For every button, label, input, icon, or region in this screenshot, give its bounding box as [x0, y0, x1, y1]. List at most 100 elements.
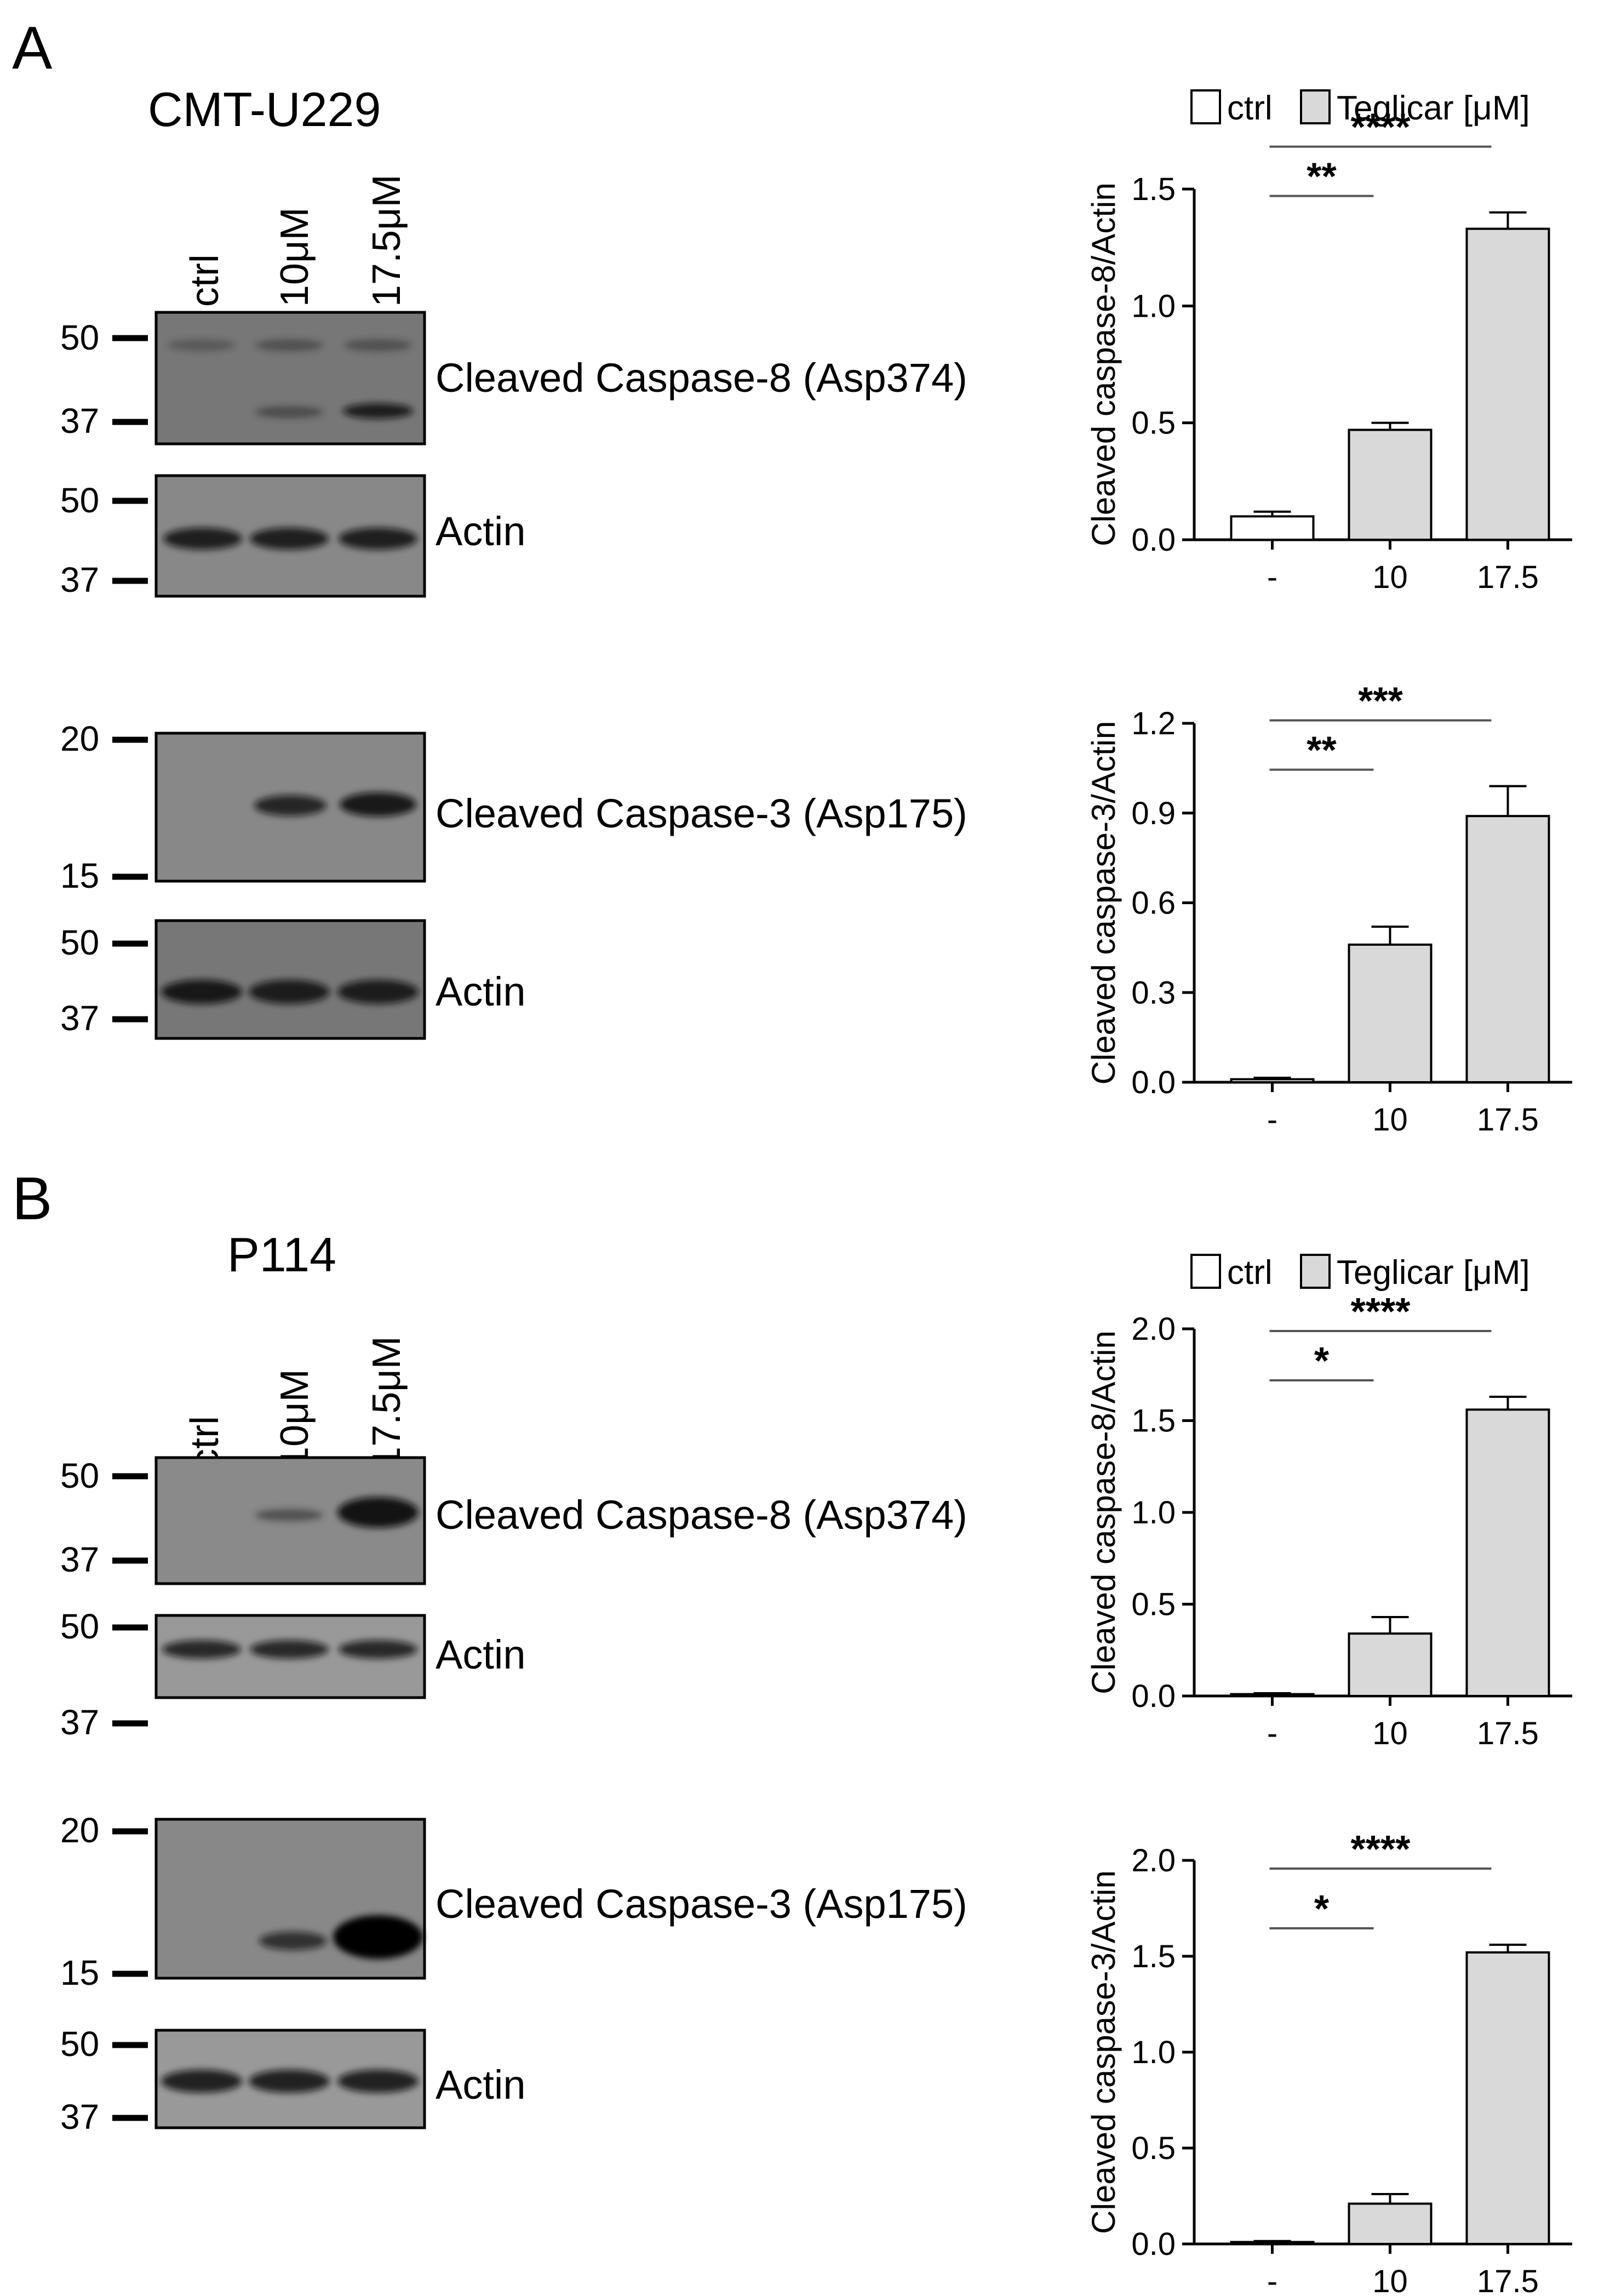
- legend-label-teglicar: Teglicar [μM]: [1337, 1254, 1530, 1292]
- blot-bands: [259, 1915, 423, 1959]
- mw-marker-50: 50: [60, 923, 99, 962]
- band-lane-3: [337, 1497, 419, 1528]
- mw-marker-37: 37: [60, 560, 99, 599]
- bar--: [1230, 515, 1315, 541]
- lane-label-17-b: 17.5μM: [365, 1336, 409, 1469]
- legend-swatch-teglicar: [1300, 89, 1331, 124]
- mw-marker-50: 50: [60, 2024, 99, 2064]
- x-tick-label: -: [1267, 1102, 1277, 1138]
- band-lane-3b: [343, 403, 413, 419]
- band-lane-3: [339, 528, 417, 550]
- bar--: [1230, 1078, 1315, 1083]
- y-tick-label: 0.6: [1131, 886, 1176, 921]
- legend-swatch-teglicar: [1300, 1254, 1331, 1289]
- y-tick-label: 1.5: [1131, 172, 1176, 207]
- chart-2: 0.0 0.3 0.6 0.9 1.2 Cleaved caspase-3/Actin - 1…: [1085, 679, 1572, 1138]
- legend-a: ctrl Teglicar [μM]: [1190, 89, 1530, 127]
- y-tick-label: 0.3: [1131, 975, 1176, 1010]
- blot-label: Actin: [436, 1632, 526, 1677]
- blot-a-actin-1: 50 37 Actin: [60, 474, 526, 599]
- panel-b: B P114 ctrl 10μM 17.5μM 50 37 Cleaved Ca…: [12, 1165, 1530, 2137]
- blot-bands: [254, 792, 416, 816]
- band-lane-2: [255, 339, 323, 351]
- legend-label-teglicar: Teglicar [μM]: [1337, 89, 1530, 127]
- x-tick-label: 17.5: [1477, 559, 1539, 595]
- y-tick-label: 0.5: [1131, 2131, 1176, 2166]
- y-tick-label: 1.5: [1131, 1939, 1176, 1974]
- cell-line-title-a: CMT-U229: [148, 82, 381, 136]
- significance-label: *: [1314, 1887, 1330, 1930]
- band-lane-1: [168, 339, 236, 351]
- x-tick-label: 17.5: [1477, 1716, 1539, 1751]
- bar-17-5: [1465, 227, 1550, 541]
- band-lane-3: [337, 980, 419, 1004]
- band-lane-1: [162, 1640, 241, 1659]
- panel-a: A CMT-U229 ctrl 10μM 17.5μM 50 37 Cleave…: [12, 14, 1530, 1040]
- significance-label: ****: [1351, 106, 1411, 149]
- y-axis-label: Cleaved caspase-8/Actin: [1085, 1330, 1122, 1694]
- blot-bands: [255, 1497, 419, 1528]
- mw-marker-20: 20: [60, 719, 99, 758]
- band-lane-3: [339, 1640, 417, 1659]
- legend-label-ctrl: ctrl: [1227, 89, 1273, 127]
- significance-label: *: [1314, 1339, 1330, 1382]
- band-lane-3: [340, 792, 416, 816]
- lane-label-ctrl-a: ctrl: [183, 254, 227, 307]
- bar-17-5: [1465, 1951, 1550, 2245]
- y-tick-label: 0.0: [1131, 1065, 1176, 1100]
- mw-marker-15: 15: [60, 1953, 99, 1992]
- legend-b: ctrl Teglicar [μM]: [1190, 1254, 1530, 1292]
- blot-bands: [162, 1640, 417, 1659]
- band-lane-2: [249, 2070, 330, 2093]
- blot-label: Actin: [436, 2062, 526, 2107]
- x-tick-label: -: [1267, 1716, 1277, 1751]
- legend-label-ctrl: ctrl: [1227, 1254, 1273, 1292]
- band-lane-2: [249, 980, 330, 1004]
- significance-label: **: [1307, 155, 1337, 198]
- bar-10: [1348, 1632, 1433, 1698]
- band-lane-2: [250, 1640, 329, 1659]
- bar-charts: 0.0 0.5 1.0 1.5 Cleaved caspase-8/Actin - 10 17…: [1085, 106, 1572, 2296]
- bar-10: [1348, 943, 1433, 1083]
- lane-label-10-a: 10μM: [273, 207, 317, 307]
- y-tick-label: 0.9: [1131, 796, 1176, 831]
- x-tick-label: 17.5: [1477, 1102, 1539, 1138]
- band-lane-1: [161, 980, 242, 1004]
- blot-label: Cleaved Caspase-3 (Asp175): [436, 791, 967, 836]
- x-tick-label: -: [1267, 559, 1277, 595]
- chart-4: 0.0 0.5 1.0 1.5 2.0 Cleaved caspase-3/Actin - 1…: [1085, 1827, 1572, 2296]
- blot-label: Actin: [436, 509, 526, 554]
- significance-label: ****: [1351, 1290, 1411, 1333]
- significance-label: ****: [1351, 1827, 1411, 1870]
- cell-line-title-b: P114: [227, 1227, 336, 1282]
- blot-membrane: [154, 919, 426, 1040]
- mw-marker-20: 20: [60, 1810, 99, 1850]
- y-tick-label: 1.0: [1131, 288, 1176, 324]
- blot-bands: [163, 528, 417, 550]
- y-tick-label: 0.5: [1131, 1587, 1176, 1623]
- y-tick-label: 0.5: [1131, 405, 1176, 441]
- mw-marker-50: 50: [60, 481, 99, 520]
- bar-17-5: [1465, 815, 1550, 1084]
- band-lane-3: [333, 1915, 423, 1959]
- panel-label-a: A: [12, 14, 53, 82]
- blot-a-actin-2: 50 37 Actin: [60, 919, 526, 1040]
- x-tick-label: 10: [1372, 1716, 1408, 1751]
- x-tick-label: 17.5: [1477, 2264, 1539, 2296]
- y-tick-label: 1.2: [1131, 706, 1176, 741]
- mw-marker-15: 15: [60, 856, 99, 895]
- chart-1: 0.0 0.5 1.0 1.5 Cleaved caspase-8/Actin - 10 17…: [1085, 106, 1572, 595]
- blot-bands: [161, 2070, 419, 2093]
- lane-label-10-b: 10μM: [273, 1369, 317, 1469]
- bar-17-5: [1465, 1408, 1550, 1697]
- y-axis-label: Cleaved caspase-8/Actin: [1085, 182, 1122, 546]
- band-lane-2: [259, 1932, 327, 1950]
- mw-marker-37: 37: [60, 401, 99, 441]
- blot-b-caspase3: 20 15 Cleaved Caspase-3 (Asp175): [60, 1810, 967, 1992]
- panel-label-b: B: [12, 1165, 52, 1232]
- blot-label: Actin: [436, 969, 526, 1014]
- band-lane-1: [163, 528, 242, 550]
- blot-bands: [168, 339, 413, 419]
